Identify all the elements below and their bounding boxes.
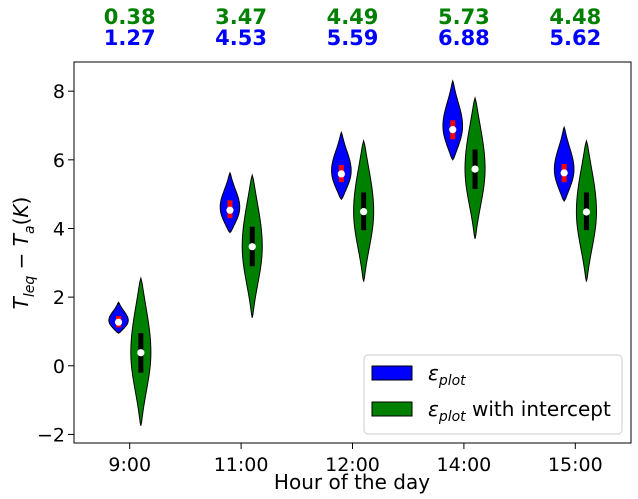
y-tick-label: 8 [53, 81, 65, 103]
legend-frame [363, 354, 623, 435]
x-tick-label: 15:00 [548, 454, 603, 476]
top-label-plot: 4.53 [215, 26, 267, 50]
top-label-plot: 1.27 [104, 26, 156, 50]
legend-label: εplot [428, 361, 466, 389]
top-label-plot: 5.62 [549, 26, 601, 50]
top-label-plot: 5.59 [327, 26, 379, 50]
violin-median-point [560, 169, 568, 177]
violin-median-point [248, 243, 256, 251]
top-label-with-intercept: 4.48 [549, 5, 601, 29]
violin-median-point [360, 208, 368, 216]
y-tick-label: 2 [53, 287, 65, 309]
x-tick-label: 11:00 [214, 454, 269, 476]
top-value-labels: 0.381.27 3.474.53 4.495.59 5.736.88 4.485.62 [104, 5, 601, 50]
legend: εplot εplot with intercept [363, 354, 623, 435]
y-axis: −2 0 2 4 6 8 [37, 81, 74, 446]
legend-swatch [371, 365, 413, 381]
violin-median-point [226, 206, 234, 214]
x-axis: 9:00 11:00 12:00 14:00 15:00 [108, 443, 603, 476]
violin-median-point [471, 165, 479, 173]
violin-median-point [137, 349, 145, 357]
violin-median-point [449, 126, 457, 134]
violin-body [442, 79, 464, 161]
x-axis-label: Hour of the day [274, 470, 430, 494]
x-tick-label: 9:00 [108, 454, 151, 476]
y-tick-label: 4 [53, 218, 65, 240]
y-tick-label: 0 [53, 356, 65, 378]
legend-label: εplot with intercept [428, 397, 611, 425]
legend-swatch [371, 401, 413, 417]
violin-median-point [337, 170, 345, 178]
y-tick-label: −2 [37, 424, 65, 446]
x-tick-label: 12:00 [325, 454, 380, 476]
top-label-plot: 6.88 [438, 26, 490, 50]
top-label-with-intercept: 5.73 [438, 5, 490, 29]
top-label-with-intercept: 0.38 [104, 5, 156, 29]
x-tick-label: 14:00 [437, 454, 492, 476]
series-0 [108, 79, 575, 334]
series-1 [130, 96, 597, 426]
violins [108, 79, 597, 426]
y-tick-label: 6 [53, 150, 65, 172]
y-axis-label: Tleq − Ta(K) [9, 197, 38, 310]
top-label-with-intercept: 3.47 [215, 5, 267, 29]
violin-median-point [582, 208, 591, 216]
top-label-with-intercept: 4.49 [327, 5, 379, 29]
violin-median-point [114, 318, 123, 326]
